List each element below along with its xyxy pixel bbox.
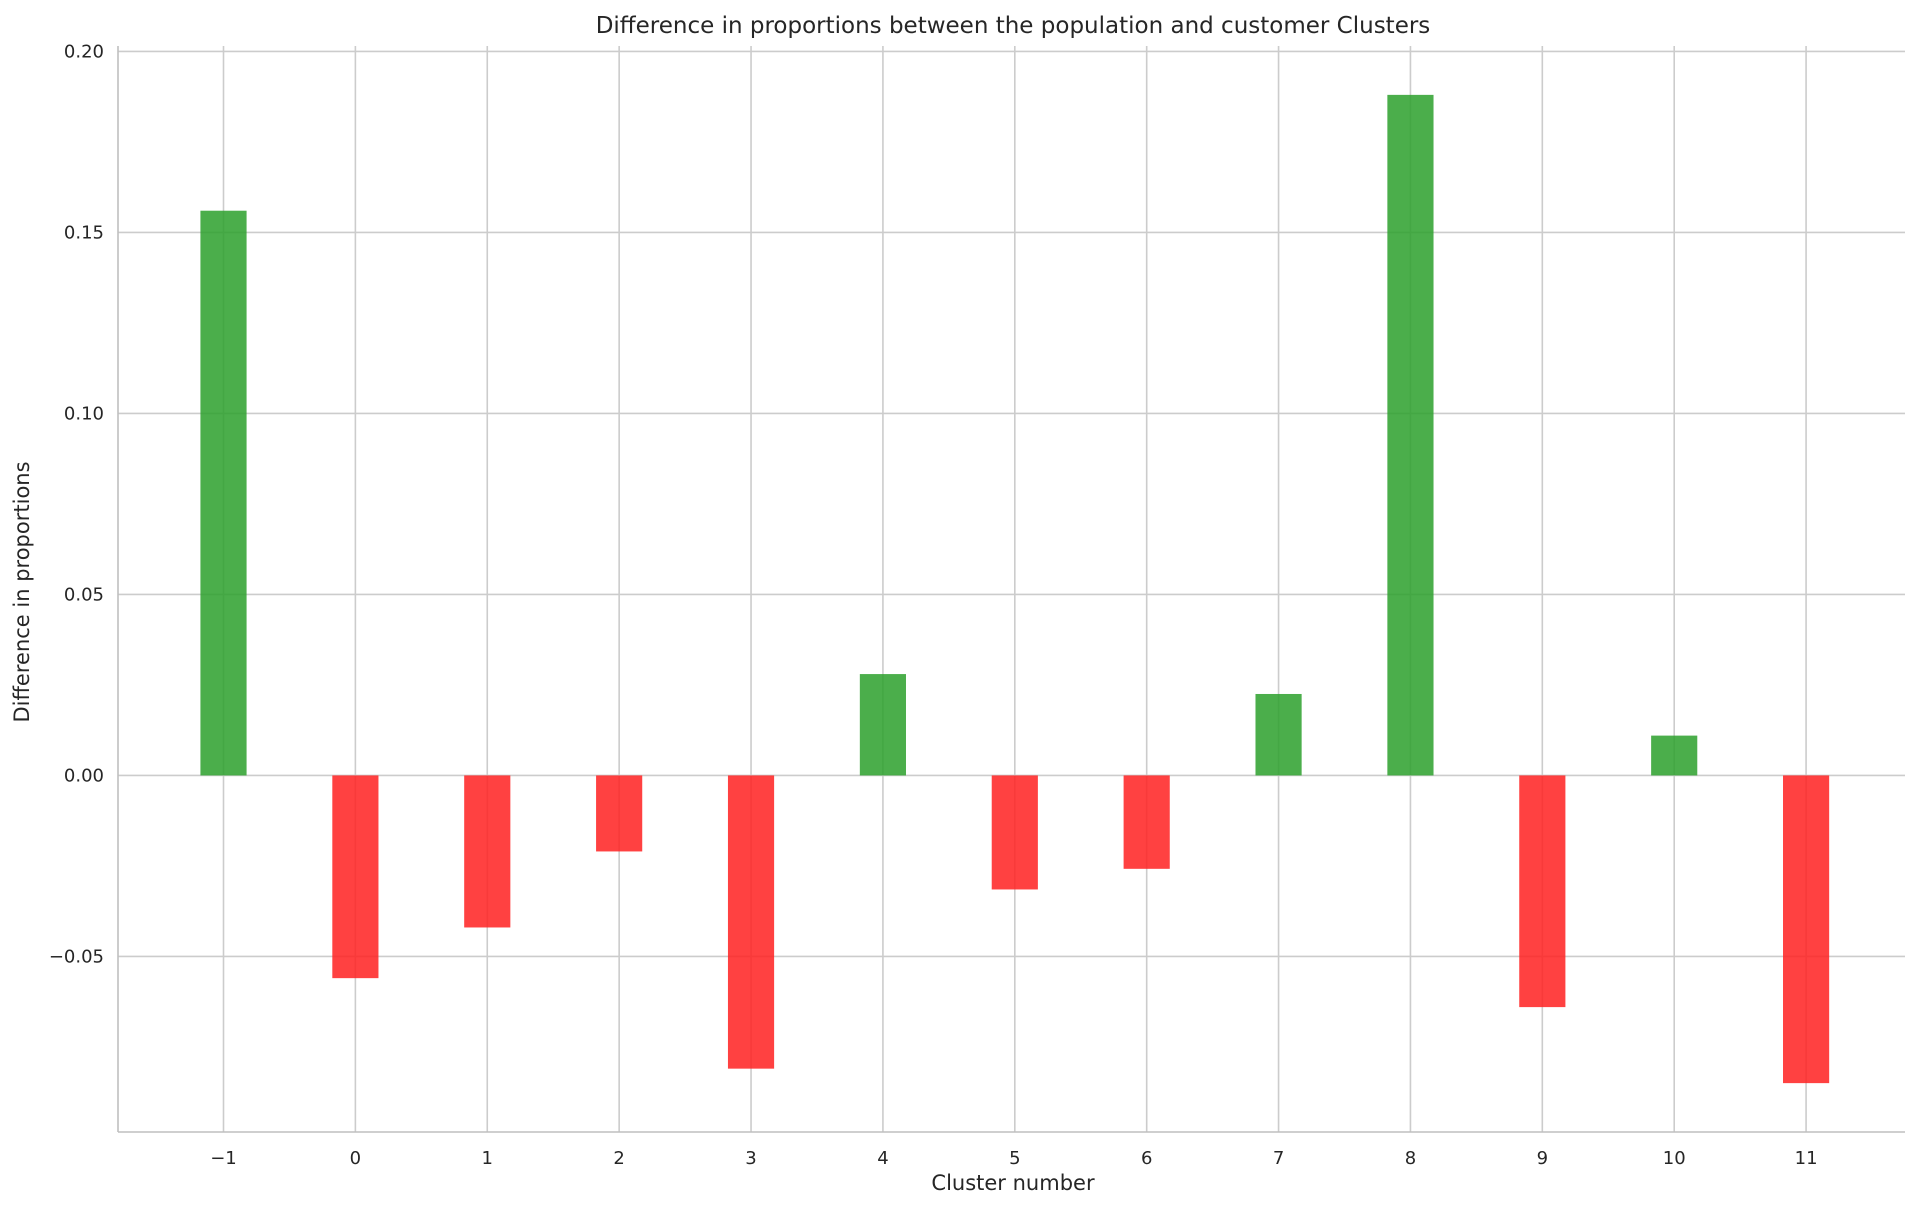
- x-tick-label: 2: [613, 1148, 624, 1169]
- y-tick-label: 0.00: [64, 765, 104, 786]
- bar-cluster-5: [991, 775, 1038, 890]
- x-tick-label: 0: [350, 1148, 361, 1169]
- bar-cluster-8: [1387, 94, 1434, 776]
- x-tick-label: 7: [1273, 1148, 1284, 1169]
- x-tick-label: 3: [745, 1148, 756, 1169]
- y-tick-label: 0.05: [64, 584, 104, 605]
- x-tick-label: −1: [210, 1148, 237, 1169]
- bar-cluster-0: [332, 775, 379, 979]
- bar-cluster-10: [1651, 735, 1698, 776]
- grid: [118, 46, 1905, 1132]
- axes: [117, 46, 1905, 1133]
- x-tick-label: 11: [1795, 1148, 1818, 1169]
- y-tick-label: −0.05: [49, 946, 104, 967]
- x-axis-label: Cluster number: [931, 1171, 1095, 1195]
- x-tick-label: 8: [1405, 1148, 1416, 1169]
- y-tick-label: 0.10: [64, 403, 104, 424]
- chart-title: Difference in proportions between the po…: [596, 13, 1431, 39]
- x-tick-labels: −1 0 1 2 3 4 5 6 7 8 9 10 11: [210, 1148, 1817, 1169]
- bar-cluster-9: [1519, 775, 1566, 1008]
- bar-cluster-2: [596, 775, 643, 852]
- x-tick-label: 10: [1663, 1148, 1686, 1169]
- bar-cluster-1: [464, 775, 511, 928]
- bar-cluster-3: [727, 775, 775, 1069]
- y-axis-label: Difference in proportions: [10, 461, 34, 722]
- y-tick-labels: −0.05 0.00 0.05 0.10 0.15 0.20: [49, 41, 104, 967]
- x-tick-label: 1: [482, 1148, 493, 1169]
- bar-cluster-11: [1783, 775, 1830, 1084]
- bar-cluster-6: [1123, 775, 1170, 869]
- x-tick-label: 5: [1009, 1148, 1020, 1169]
- x-tick-label: 6: [1141, 1148, 1152, 1169]
- x-tick-label: 4: [877, 1148, 888, 1169]
- bars: [200, 94, 1830, 1084]
- y-tick-label: 0.20: [64, 41, 104, 62]
- bar-cluster--1: [200, 210, 247, 776]
- y-tick-label: 0.15: [64, 222, 104, 243]
- bar-cluster-7: [1255, 693, 1302, 776]
- x-tick-label: 9: [1537, 1148, 1548, 1169]
- bar-cluster-4: [859, 674, 906, 776]
